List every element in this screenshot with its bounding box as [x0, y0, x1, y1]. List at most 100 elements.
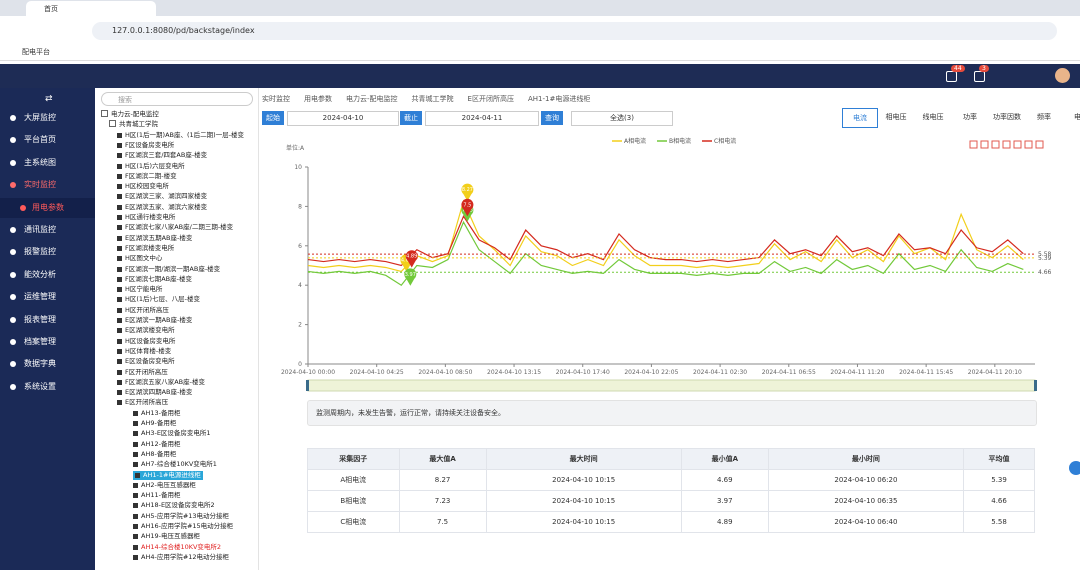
tree-node[interactable]: F区湖滨五家八家AB座-楼变: [117, 378, 205, 387]
tree-label: F区设备房变电所: [125, 140, 175, 149]
tree-node[interactable]: AH12-备用柜: [133, 440, 180, 449]
unit-label: 单位:A: [286, 144, 305, 152]
tree-node[interactable]: E区湖滨五期AB座-楼变: [117, 234, 192, 243]
tree-node[interactable]: H区(1后一期)AB座、(1后二期)一层-楼变: [117, 131, 244, 140]
tree-node[interactable]: F区设备房变电所: [117, 141, 174, 150]
nav-item[interactable]: 数据字典: [0, 354, 95, 374]
tree-node[interactable]: 共青城工学院: [109, 120, 158, 129]
x-tick-label: 2024-04-11 06:55: [762, 369, 816, 376]
nav-item[interactable]: 运维管理: [0, 287, 95, 307]
tree-label: H区体育楼-楼变: [125, 346, 172, 355]
bookmark[interactable]: 配电平台: [22, 48, 50, 56]
breadcrumb-item[interactable]: 用电参数: [304, 95, 332, 103]
header-icon[interactable]: [974, 71, 985, 82]
table-row: B相电流 7.23 2024-04-10 10:15 3.97 2024-04-10 0…: [307, 490, 1035, 512]
breadcrumb-item[interactable]: 实时监控: [262, 95, 290, 103]
breadcrumb-item[interactable]: 电力云-配电监控: [346, 95, 398, 103]
start-date[interactable]: 2024-04-10: [287, 111, 399, 126]
tree-node[interactable]: E区湖滨一期AB座-楼变: [117, 316, 192, 325]
nav-item[interactable]: 系统设置: [0, 377, 95, 397]
average-label: 4.66: [1038, 269, 1052, 276]
tree-node[interactable]: F区开闭所高压: [117, 368, 168, 377]
tree-node[interactable]: H区图文中心: [117, 254, 162, 263]
breadcrumb-item[interactable]: 共青城工学院: [411, 95, 454, 103]
tree-node[interactable]: F区湖滨一期/湖滨一期AB座-楼变: [117, 265, 220, 274]
tree-node[interactable]: AH5-应用学院#13电动分接柜: [133, 512, 229, 521]
tree-node[interactable]: H区(1后)七层、八层-楼变: [117, 295, 200, 304]
query-button[interactable]: 查询: [541, 111, 563, 125]
tab[interactable]: 电流: [842, 108, 878, 128]
tree-node[interactable]: H区(1后)六层变电所: [117, 162, 185, 171]
tree-node[interactable]: E区湖滨四期AB座-楼变: [117, 388, 192, 397]
tree-node[interactable]: AH19-电压互感器柜: [133, 532, 200, 541]
tree-node[interactable]: H区通行楼变电所: [117, 213, 175, 222]
tree-node[interactable]: E区湖滨三家、湖滨四家楼变: [117, 192, 207, 201]
tree-node[interactable]: 电力云-配电监控: [101, 110, 159, 119]
nav-item[interactable]: 大屏监控: [0, 108, 95, 128]
tree-node[interactable]: AH1-1#电源进线柜: [133, 470, 203, 480]
tab[interactable]: 电能: [1074, 113, 1080, 121]
nav-item[interactable]: 报警监控: [0, 242, 95, 262]
tree-node[interactable]: H区设备房变电所: [117, 337, 175, 346]
tab[interactable]: 功率因数: [993, 113, 1021, 121]
tree-label: AH4-应用学院#12电动分接柜: [141, 552, 230, 561]
tree-label: AH1-1#电源进线柜: [143, 470, 201, 479]
nav-item[interactable]: 能效分析: [0, 265, 95, 285]
tree-node[interactable]: F区湖滨三套/四套AB座-楼变: [117, 151, 207, 160]
tree-node[interactable]: AH16-应用学院#15电动分接柜: [133, 522, 233, 531]
breadcrumb-item[interactable]: AH1-1#电源进线柜: [527, 95, 591, 103]
collapse-icon[interactable]: ⇄: [45, 94, 53, 104]
tree-node[interactable]: H区宁能电所: [117, 285, 162, 294]
tab[interactable]: 线电压: [922, 113, 944, 121]
tree-node[interactable]: E区湖滨五家、湖滨六家楼变: [117, 203, 207, 212]
pin-label: 4.89: [406, 254, 417, 260]
tree-node[interactable]: E区湖滨楼变电所: [117, 326, 175, 335]
tree-node[interactable]: F区湖滨楼变电所: [117, 244, 174, 253]
tree-label: E区设备房变电所: [125, 357, 175, 366]
tree-node[interactable]: AH7-综合楼10KV变电所1: [133, 460, 217, 469]
tree-node[interactable]: AH18-E区设备房变电所2: [133, 501, 215, 510]
side-toggle[interactable]: [1069, 461, 1080, 475]
browser-tab[interactable]: 首页: [26, 1, 156, 16]
tree-node[interactable]: F区湖滨二期-楼变: [117, 172, 177, 181]
tab[interactable]: 频率: [1037, 113, 1051, 121]
nav-item[interactable]: 通讯监控: [0, 220, 95, 240]
nav-item[interactable]: 报表管理: [0, 310, 95, 330]
nav-item[interactable]: 主系统图: [0, 153, 95, 173]
tree-label: AH14-综合楼10KV变电所2: [141, 542, 222, 551]
tree-label: H区图文中心: [125, 254, 163, 263]
tree-node[interactable]: AH8-备用柜: [133, 450, 176, 459]
tree-node[interactable]: AH4-应用学院#12电动分接柜: [133, 553, 229, 562]
tree-node[interactable]: E区开闭所高压: [117, 398, 168, 407]
breadcrumb-item[interactable]: E区开闭所高压: [467, 95, 514, 103]
tree-node[interactable]: AH9-备用柜: [133, 419, 176, 428]
nav-item[interactable]: 平台首页: [0, 130, 95, 150]
tree-node[interactable]: AH14-综合楼10KV变电所2: [133, 543, 221, 552]
tree-node[interactable]: E区设备房变电所: [117, 357, 175, 366]
address-bar[interactable]: 127.0.0.1:8080/pd/backstage/index: [92, 22, 1057, 40]
y-tick-label: 0: [298, 361, 302, 368]
nav-item[interactable]: 实时监控: [0, 175, 95, 195]
avatar[interactable]: [1055, 68, 1070, 83]
nav-item[interactable]: 档案管理: [0, 332, 95, 352]
nav-subitem[interactable]: 用电参数: [0, 197, 95, 218]
tree-node[interactable]: H区开闭所高压: [117, 306, 169, 315]
select-box[interactable]: 全选(3): [571, 111, 673, 126]
tree-node[interactable]: F区湖滨七家八家AB座/二期三期-楼变: [117, 223, 233, 232]
tree-node[interactable]: H区体育楼-楼变: [117, 347, 171, 356]
table-cell: 2024-04-10 10:15: [485, 511, 682, 533]
tree-node[interactable]: AH11-备用柜: [133, 491, 180, 500]
search-box[interactable]: 搜索: [101, 92, 253, 106]
tree-node[interactable]: AH13-备用柜: [133, 409, 180, 418]
header-icon[interactable]: [946, 71, 957, 82]
tree-label: AH9-备用柜: [141, 419, 177, 427]
tab[interactable]: 功率: [963, 113, 977, 121]
end-date[interactable]: 2024-04-11: [425, 111, 539, 126]
tree-node[interactable]: F区湖滨七期AB座-楼变: [117, 275, 192, 284]
tab[interactable]: 相电压: [885, 113, 907, 121]
notice-box: 监测周期内，未发生告警，运行正常，请持续关注设备安全。: [307, 400, 1037, 426]
tree-node[interactable]: AH3-E区设备房变电所1: [133, 429, 211, 438]
pin: [405, 250, 418, 268]
tree-node[interactable]: H区校园变电所: [117, 182, 169, 191]
tree-node[interactable]: AH2-电压互感器柜: [133, 481, 196, 490]
